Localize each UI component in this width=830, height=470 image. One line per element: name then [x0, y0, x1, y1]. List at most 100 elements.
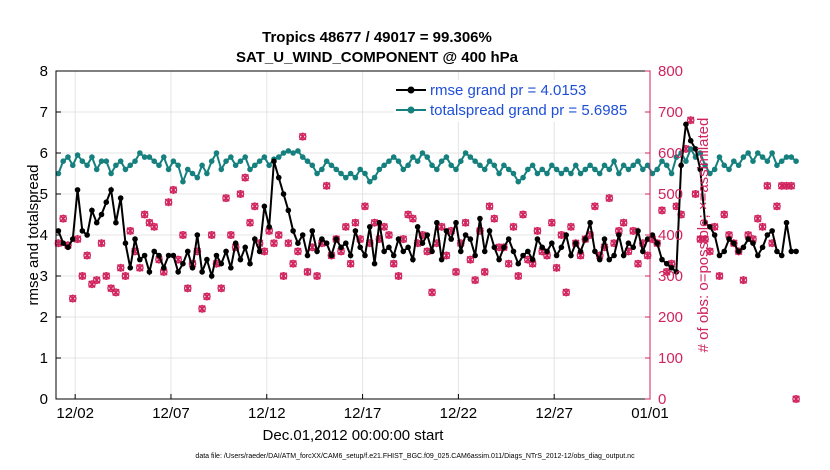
totalspread-point [343, 174, 349, 181]
rmse-point [534, 236, 541, 242]
obs-assimilated-marker [241, 173, 249, 182]
rmse-point [237, 256, 244, 263]
totalspread-point [247, 166, 253, 173]
rmse-point [79, 228, 86, 234]
totalspread-point [314, 170, 320, 177]
rmse-point [525, 248, 531, 255]
obs-assimilated-marker [207, 231, 216, 239]
rmse-point [668, 265, 675, 271]
rmse-point [376, 219, 383, 226]
rmse-point [65, 244, 71, 251]
totalspread-point [352, 174, 359, 181]
rmse-point [606, 256, 613, 263]
obs-assimilated-marker [298, 132, 307, 141]
rmse-point [596, 256, 603, 263]
totalspread-point [251, 162, 258, 169]
totalspread-point [319, 166, 325, 173]
rmse-point [783, 219, 790, 226]
totalspread-point [481, 166, 488, 173]
rmse-point [93, 219, 100, 226]
rmse-point [635, 228, 641, 234]
rmse-point [462, 232, 469, 238]
obs-assimilated-marker [533, 226, 542, 235]
obs-count-markers [54, 116, 800, 403]
totalspread-point [462, 150, 469, 156]
totalspread-point [793, 158, 799, 164]
rmse-point [381, 248, 387, 255]
totalspread-point [501, 162, 507, 169]
rmse-point [89, 207, 95, 214]
rmse-point [654, 240, 660, 246]
legend-totalspread-label: totalspread grand pr = 5.6985 [430, 102, 627, 119]
totalspread-point [89, 154, 95, 160]
rmse-point [539, 244, 546, 251]
rmse-point [228, 265, 234, 271]
rmse-point [438, 256, 445, 263]
rmse-point [520, 252, 526, 259]
rmse-point [194, 232, 201, 238]
rmse-point [165, 252, 172, 259]
totalspread-point [568, 170, 574, 177]
totalspread-point [563, 166, 569, 173]
totalspread-point [65, 154, 71, 160]
totalspread-point [395, 158, 402, 164]
x-axis-ticks: 12/02 12/07 12/12 12/17 12/22 12/27 01/01 [56, 394, 669, 422]
y-tick-label: 7 [40, 104, 48, 121]
rmse-point [721, 248, 728, 255]
totalspread-point [113, 162, 119, 169]
obs-assimilated-marker [69, 294, 77, 303]
obs-assimilated-marker [399, 235, 408, 244]
totalspread-point [309, 162, 316, 169]
rmse-point [501, 244, 507, 251]
totalspread-point [333, 166, 340, 173]
totalspread-point [740, 154, 747, 160]
totalspread-point [774, 162, 780, 169]
rmse-point [505, 236, 512, 242]
obs-assimilated-marker [514, 272, 523, 280]
rmse-point [434, 219, 440, 226]
rmse-point [347, 252, 354, 259]
obs-assimilated-marker [183, 284, 192, 293]
obs-assimilated-marker [380, 222, 388, 231]
rmse-point [247, 260, 253, 267]
rmse-point [659, 256, 665, 263]
rmse-point [362, 252, 368, 259]
rmse-point [117, 195, 124, 201]
rmse-point [711, 232, 718, 238]
obs-assimilated-marker [121, 272, 130, 280]
totalspread-point [400, 166, 407, 173]
totalspread-point [731, 158, 737, 164]
rmse-point [611, 252, 617, 259]
totalspread-point [654, 166, 660, 173]
rmse-point [572, 240, 579, 246]
rmse-point [620, 252, 627, 259]
rmse-point [266, 224, 272, 230]
totalspread-point [453, 166, 459, 173]
rmse-point [453, 219, 459, 226]
totalspread-point [175, 162, 181, 169]
obs-assimilated-marker [251, 202, 259, 211]
totalspread-point [572, 162, 579, 169]
legend-totalspread-marker [407, 106, 415, 114]
rmse-point [208, 273, 215, 279]
rmse-point [132, 236, 138, 242]
obs-assimilated-marker [710, 222, 719, 231]
rmse-point [515, 260, 522, 267]
totalspread-point [510, 170, 517, 177]
rmse-point [74, 187, 81, 193]
totalspread-point [180, 178, 186, 185]
obs-assimilated-marker [663, 267, 671, 276]
totalspread-point [266, 162, 272, 169]
obs-assimilated-marker [792, 395, 800, 403]
rmse-point [673, 269, 680, 275]
y-axis-ticks: 0 1 2 3 4 5 6 7 8 [40, 63, 61, 408]
obs-assimilated-marker [164, 198, 173, 207]
totalspread-point [304, 158, 311, 164]
totalspread-point [754, 150, 761, 156]
totalspread-point [592, 166, 598, 173]
totalspread-point [759, 154, 766, 160]
rmse-point [716, 252, 723, 259]
totalspread-point [587, 162, 593, 169]
obs-assimilated-marker [686, 116, 695, 125]
totalspread-point [750, 158, 756, 164]
